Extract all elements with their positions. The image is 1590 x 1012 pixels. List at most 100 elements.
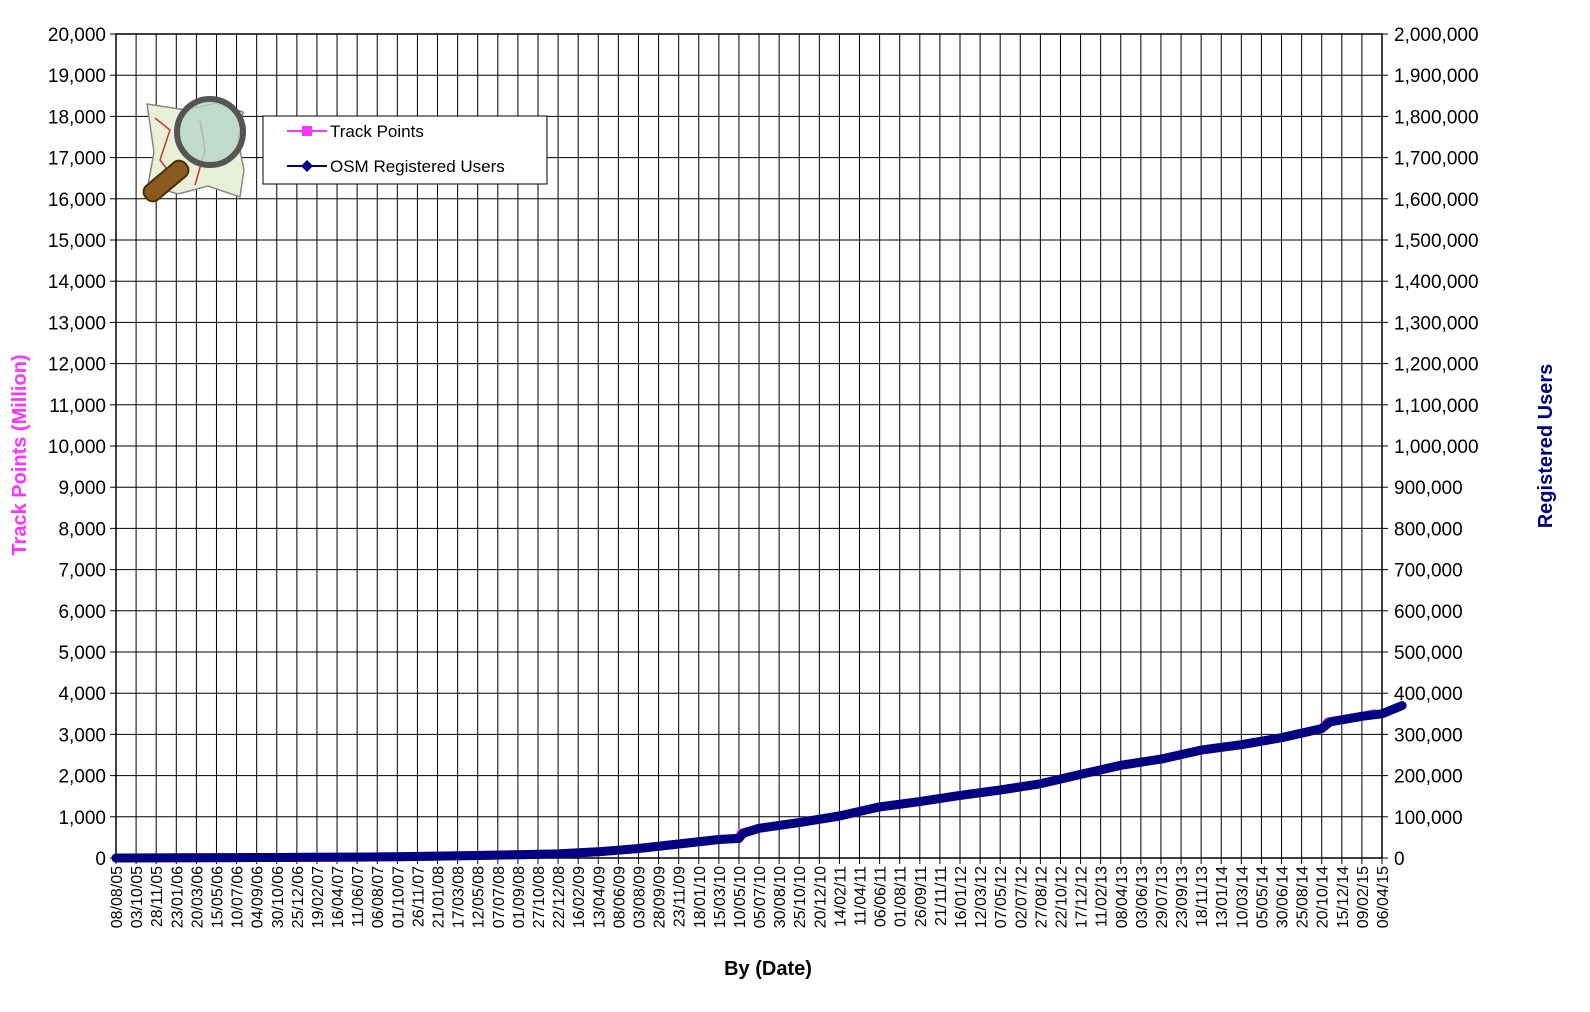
y-tick-label-right: 500,000 [1394,643,1463,664]
y-tick-label-right: 1,400,000 [1394,272,1479,293]
legend-label-registered-users: OSM Registered Users [330,157,505,176]
y-tick-label-right: 1,700,000 [1394,149,1479,170]
x-tick-label: 05/05/14 [1254,866,1271,928]
x-tick-label: 07/07/08 [491,866,508,928]
x-tick-label: 10/05/10 [732,866,749,928]
legend: Track Points OSM Registered Users [262,115,548,185]
x-tick-label: 22/10/12 [1053,866,1070,928]
x-tick-label: 08/04/13 [1114,866,1131,928]
x-tick-label: 12/03/12 [973,866,990,928]
y-axis-left-title: Track Points (Million) [9,354,31,555]
legend-marker-track-points [302,126,312,136]
x-tick-label: 16/02/09 [571,866,588,928]
y-tick-label-left: 7,000 [58,561,106,582]
y-tick-label-right: 900,000 [1394,478,1463,499]
y-tick-label-right: 100,000 [1394,808,1463,829]
logo-handle [142,159,190,203]
y-tick-label-right: 1,100,000 [1394,396,1479,417]
x-tick-label: 13/01/14 [1214,866,1231,928]
x-tick-label: 17/12/12 [1074,866,1091,928]
x-tick-label: 06/08/07 [370,866,387,928]
y-tick-label-left: 15,000 [48,231,106,252]
x-tick-label: 01/09/08 [511,866,528,928]
y-tick-label-left: 18,000 [48,107,106,128]
x-tick-label: 27/08/12 [1033,866,1050,928]
x-tick-label: 07/05/12 [993,866,1010,928]
y-tick-label-right: 1,900,000 [1394,66,1479,87]
x-tick-label: 16/01/12 [953,866,970,928]
y-tick-label-right: 200,000 [1394,767,1463,788]
y-tick-label-right: 700,000 [1394,561,1463,582]
x-tick-label: 12/05/08 [471,866,488,928]
x-tick-label: 15/12/14 [1335,866,1352,928]
y-tick-label-right: 1,800,000 [1394,107,1479,128]
x-tick-label: 19/02/07 [310,866,327,928]
x-tick-label: 05/07/10 [752,866,769,928]
x-tick-label: 04/09/06 [250,866,267,928]
x-tick-label: 28/09/09 [652,866,669,928]
y-tick-label-left: 2,000 [58,767,106,788]
y-tick-label-right: 1,500,000 [1394,231,1479,252]
y-tick-label-right: 600,000 [1394,602,1463,623]
x-tick-label: 30/10/06 [270,866,287,928]
x-tick-label: 23/09/13 [1174,866,1191,928]
x-tick-label: 30/06/14 [1275,866,1292,928]
x-tick-label: 11/06/07 [350,866,367,927]
y-tick-label-left: 10,000 [48,437,106,458]
x-tick-label: 30/08/10 [772,866,789,928]
legend-marker-registered-users [301,160,313,172]
x-tick-label: 03/08/09 [631,866,648,928]
x-tick-label: 06/04/15 [1375,866,1392,928]
y-tick-label-left: 8,000 [58,519,106,540]
grid [115,33,1383,859]
y-tick-label-left: 11,000 [49,396,106,417]
x-tick-label: 25/08/14 [1295,866,1312,928]
x-tick-label: 08/06/09 [611,866,628,928]
x-tick-label: 02/07/12 [1013,866,1030,928]
x-tick-label: 01/08/11 [893,866,910,927]
x-tick-label: 13/04/09 [591,866,608,928]
y-tick-label-right: 1,300,000 [1394,313,1479,334]
x-tick-label: 23/01/06 [169,866,186,928]
y-tick-label-left: 14,000 [48,272,106,293]
x-tick-label: 27/10/08 [531,866,548,928]
y-tick-label-left: 17,000 [48,149,106,170]
x-tick-label: 20/03/06 [189,866,206,928]
x-tick-label: 23/11/09 [672,866,689,927]
x-axis: 08/08/05 03/10/05 28/11/05 23/01/06 20/03/06… [109,858,1392,928]
x-tick-label: 14/02/11 [832,866,849,927]
logo-lens [174,96,246,168]
y-tick-label-left: 1,000 [58,808,106,829]
x-tick-label: 21/01/08 [431,866,448,928]
y-tick-label-left: 6,000 [58,602,106,623]
y-tick-label-left: 19,000 [48,66,106,87]
x-tick-label: 21/11/11 [933,866,950,926]
x-tick-label: 11/02/13 [1094,866,1111,927]
series-group [111,701,1407,863]
osm-logo [142,96,246,203]
x-tick-label: 20/12/10 [812,866,829,928]
x-tick-label: 25/12/06 [290,866,307,928]
y-tick-label-left: 4,000 [58,684,106,705]
x-tick-label: 28/11/05 [149,866,166,927]
x-tick-label: 06/06/11 [873,866,890,927]
x-tick-label: 08/08/05 [109,866,126,928]
y-tick-label-right: 1,200,000 [1394,355,1479,376]
y-tick-label-left: 16,000 [48,190,106,211]
x-tick-label: 22/12/08 [551,866,568,928]
y-tick-label-right: 400,000 [1394,684,1463,705]
x-tick-label: 03/06/13 [1134,866,1151,928]
series-line-registered-users [111,701,1407,863]
y-tick-label-right: 300,000 [1394,725,1463,746]
x-tick-label: 16/04/07 [330,866,347,928]
x-tick-label: 09/02/15 [1355,866,1372,928]
y-tick-label-left: 0 [95,849,106,870]
y-tick-label-left: 20,000 [48,25,106,46]
x-tick-label: 18/11/13 [1194,866,1211,927]
y-tick-label-left: 3,000 [58,725,106,746]
y-axis-right-title: Registered Users [1535,364,1557,529]
y-tick-label-right: 0 [1394,849,1405,870]
x-tick-label: 10/07/06 [230,866,247,928]
x-tick-label: 26/11/07 [410,866,427,927]
